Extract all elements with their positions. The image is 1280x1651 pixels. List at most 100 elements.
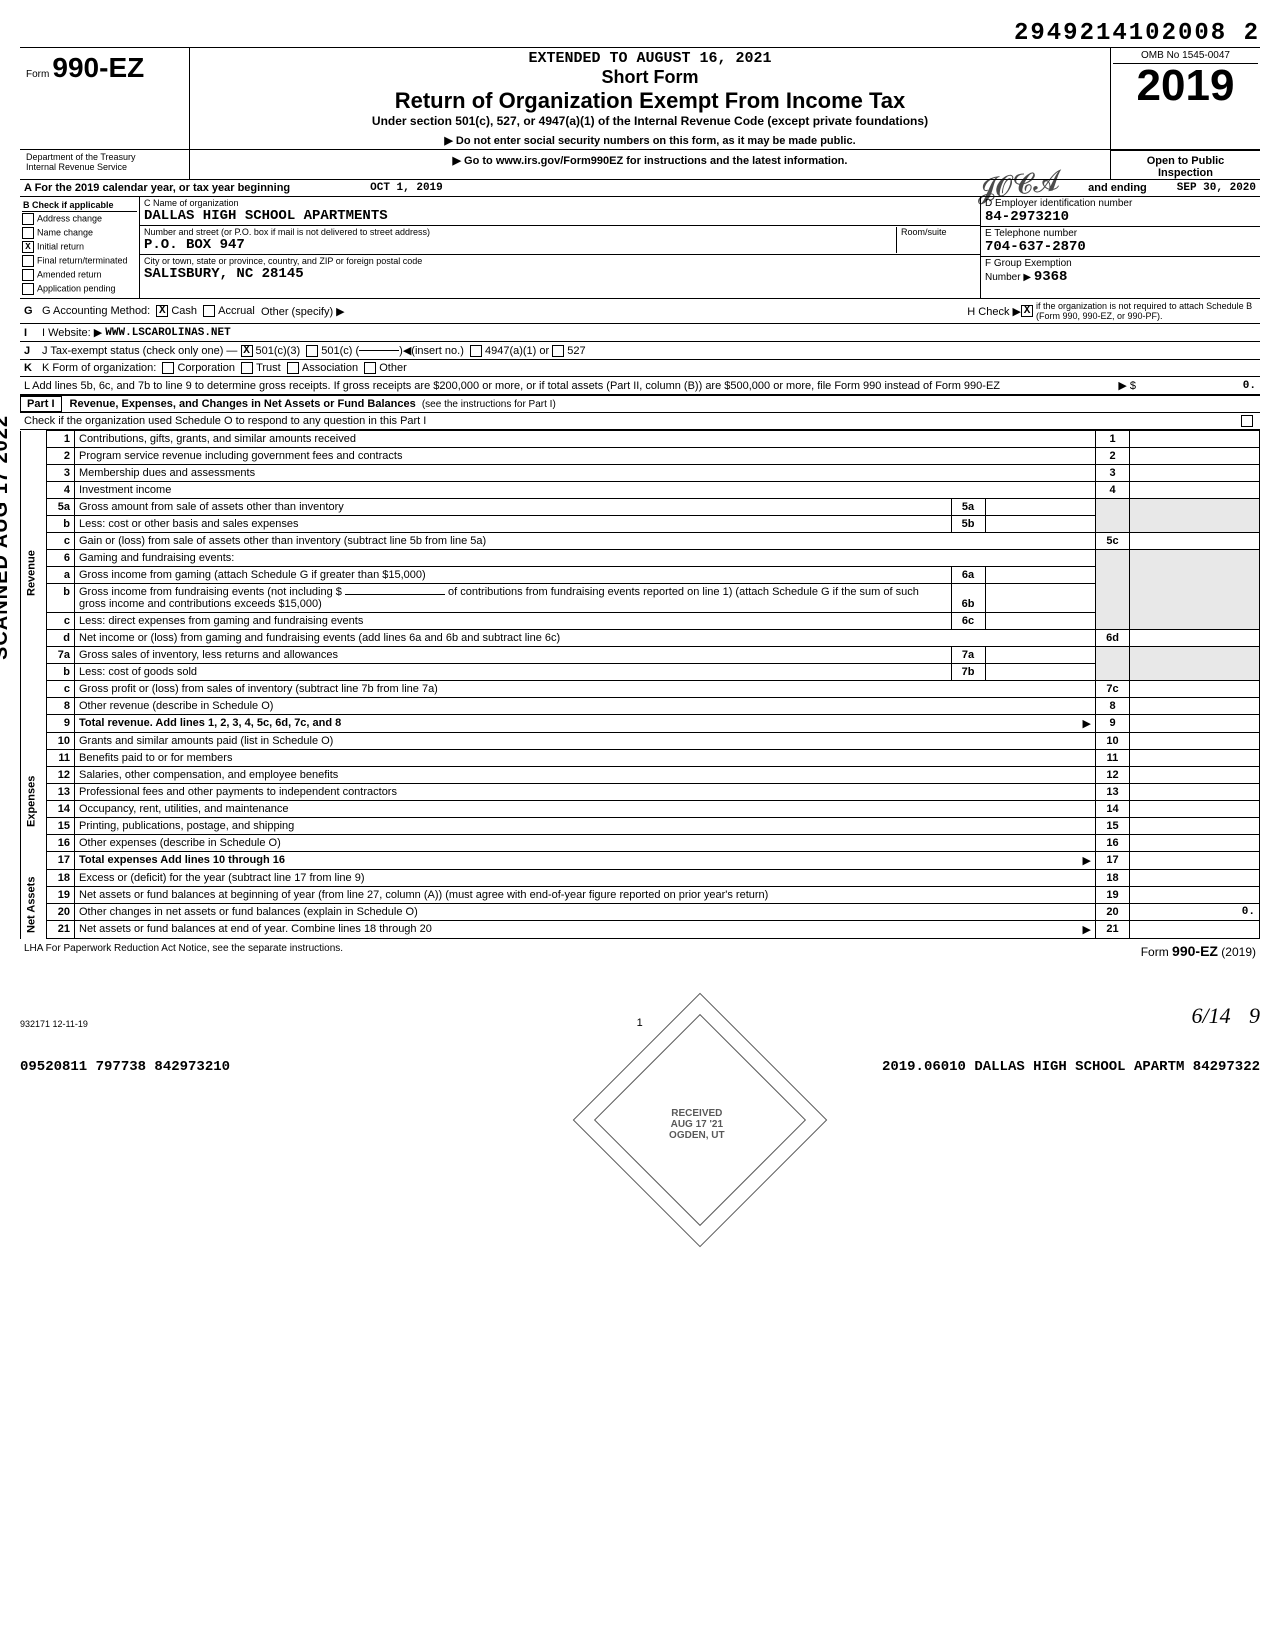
chk-amended[interactable] [22,269,34,281]
city-state-zip: SALISBURY, NC 28145 [144,266,976,282]
chk-address[interactable] [22,213,34,225]
chk-501c[interactable] [306,345,318,357]
insert-no: )◀(insert no.) [399,344,464,357]
line14-text: Occupancy, rent, utilities, and maintena… [75,801,1096,818]
street-address: P.O. BOX 947 [144,237,896,253]
chk-4947[interactable] [470,345,482,357]
chk-corp[interactable] [162,362,174,374]
scanned-stamp: SCANNED AUG 17 2022 [0,415,13,660]
chk-accrual[interactable] [203,305,215,317]
form-prefix: Form [26,69,49,80]
line21-text: Net assets or fund balances at end of ye… [79,923,432,935]
i-letter: I [24,327,42,339]
open-public-2: Inspection [1111,167,1260,179]
line7a-text: Gross sales of inventory, less returns a… [75,647,951,663]
group-exemption: 9368 [1034,269,1068,285]
chk-527[interactable] [552,345,564,357]
accrual-label: Accrual [218,305,255,317]
line5c-text: Gain or (loss) from sale of assets other… [75,533,1096,550]
k-letter: K [24,362,42,374]
l-amount: 0. [1136,380,1256,392]
line8-text: Other revenue (describe in Schedule O) [75,698,1096,715]
line6d-text: Net income or (loss) from gaming and fun… [75,630,1096,647]
chk-pending[interactable] [22,283,34,295]
side-netassets: Net Assets [21,870,47,939]
l-arrow: ▶ $ [1118,379,1136,392]
501c3-label: 501(c)(3) [256,345,301,357]
chk-trust[interactable] [241,362,253,374]
i-label: I Website: ▶ [42,326,102,339]
received-stamp: RECEIVED AUG 17 '21 OGDEN, UT [573,993,828,1248]
line20-text: Other changes in net assets or fund bala… [75,904,1096,921]
part1-check-text: Check if the organization used Schedule … [24,415,1241,427]
line16-text: Other expenses (describe in Schedule O) [75,835,1096,852]
handwriting-9: 9 [1249,1003,1260,1028]
chk-h[interactable]: X [1021,305,1033,317]
h-text: if the organization is not required to a… [1036,301,1256,321]
chk-other[interactable] [364,362,376,374]
line7b-text: Less: cost of goods sold [75,664,951,680]
part1-label: Part I [20,396,62,412]
line3-text: Membership dues and assessments [75,465,1096,482]
line2-text: Program service revenue including govern… [75,448,1096,465]
bottom-code-right: 2019.06010 DALLAS HIGH SCHOOL APARTM 842… [882,1059,1260,1075]
part1-see: (see the instructions for Part I) [422,399,556,410]
chk-name[interactable] [22,227,34,239]
line1-text: Contributions, gifts, grants, and simila… [75,431,1096,448]
formref-no: 990-EZ [1172,943,1218,959]
cash-label: Cash [171,305,197,317]
corp-label: Corporation [177,362,234,374]
501c-label: 501(c) ( [321,345,359,357]
instruction-1: ▶ Do not enter social security numbers o… [198,134,1102,147]
line19-text: Net assets or fund balances at beginning… [75,887,1096,904]
chk-final[interactable] [22,255,34,267]
main-title: Return of Organization Exempt From Incom… [198,88,1102,114]
line6b-text1: Gross income from fundraising events (no… [79,586,342,598]
b-check-if: Check if applicable [32,200,114,210]
part1-table: Revenue 1Contributions, gifts, grants, a… [20,430,1260,939]
telephone: 704-637-2870 [985,239,1256,255]
other-specify: Other (specify) ▶ [261,305,345,318]
part1-title: Revenue, Expenses, and Changes in Net As… [70,398,416,410]
line6c-text: Less: direct expenses from gaming and fu… [75,613,951,629]
g-letter: G [24,305,42,317]
chk-initial-label: Initial return [37,241,84,251]
formref-pre: Form [1141,945,1172,959]
form-number: 990-EZ [52,52,144,83]
chk-501c3[interactable]: X [241,345,253,357]
line11-text: Benefits paid to or for members [75,750,1096,767]
j-letter: J [24,345,42,357]
room-label: Room/suite [901,227,976,237]
line7c-text: Gross profit or (loss) from sales of inv… [75,681,1096,698]
b-letter: B [23,200,30,210]
other-label: Other [379,362,407,374]
bottom-code-left: 09520811 797738 842973210 [20,1059,230,1075]
j-label: J Tax-exempt status (check only one) — [42,345,237,357]
line6-text: Gaming and fundraising events: [75,550,1096,567]
line6a-text: Gross income from gaming (attach Schedul… [75,567,951,583]
chk-address-label: Address change [37,213,102,223]
line15-text: Printing, publications, postage, and shi… [75,818,1096,835]
h-label: H Check ▶ [967,305,1021,318]
527-label: 527 [567,345,585,357]
chk-initial[interactable]: X [22,241,34,253]
chk-assoc[interactable] [287,362,299,374]
l-text: L Add lines 5b, 6c, and 7b to line 9 to … [24,380,1118,392]
trust-label: Trust [256,362,281,374]
line10-text: Grants and similar amounts paid (list in… [75,733,1096,750]
street-label: Number and street (or P.O. box if mail i… [144,227,896,237]
line5b-text: Less: cost or other basis and sales expe… [75,516,951,532]
k-label: K Form of organization: [42,362,156,374]
tax-year-end: SEP 30, 2020 [1177,182,1256,194]
handwriting-614: 6/14 [1192,1003,1231,1028]
line18-text: Excess or (deficit) for the year (subtra… [75,870,1096,887]
chk-cash[interactable]: X [156,305,168,317]
instruction-2: ▶ Go to www.irs.gov/Form990EZ for instru… [190,150,1110,179]
assoc-label: Association [302,362,358,374]
chk-amended-label: Amended return [37,269,102,279]
dept-irs: Internal Revenue Service [26,162,183,172]
row-a-ending: and ending [1088,182,1147,194]
chk-schedule-o[interactable] [1241,415,1253,427]
org-name: DALLAS HIGH SCHOOL APARTMENTS [144,208,976,224]
form-header: Form 990-EZ EXTENDED TO AUGUST 16, 2021 … [20,47,1260,150]
